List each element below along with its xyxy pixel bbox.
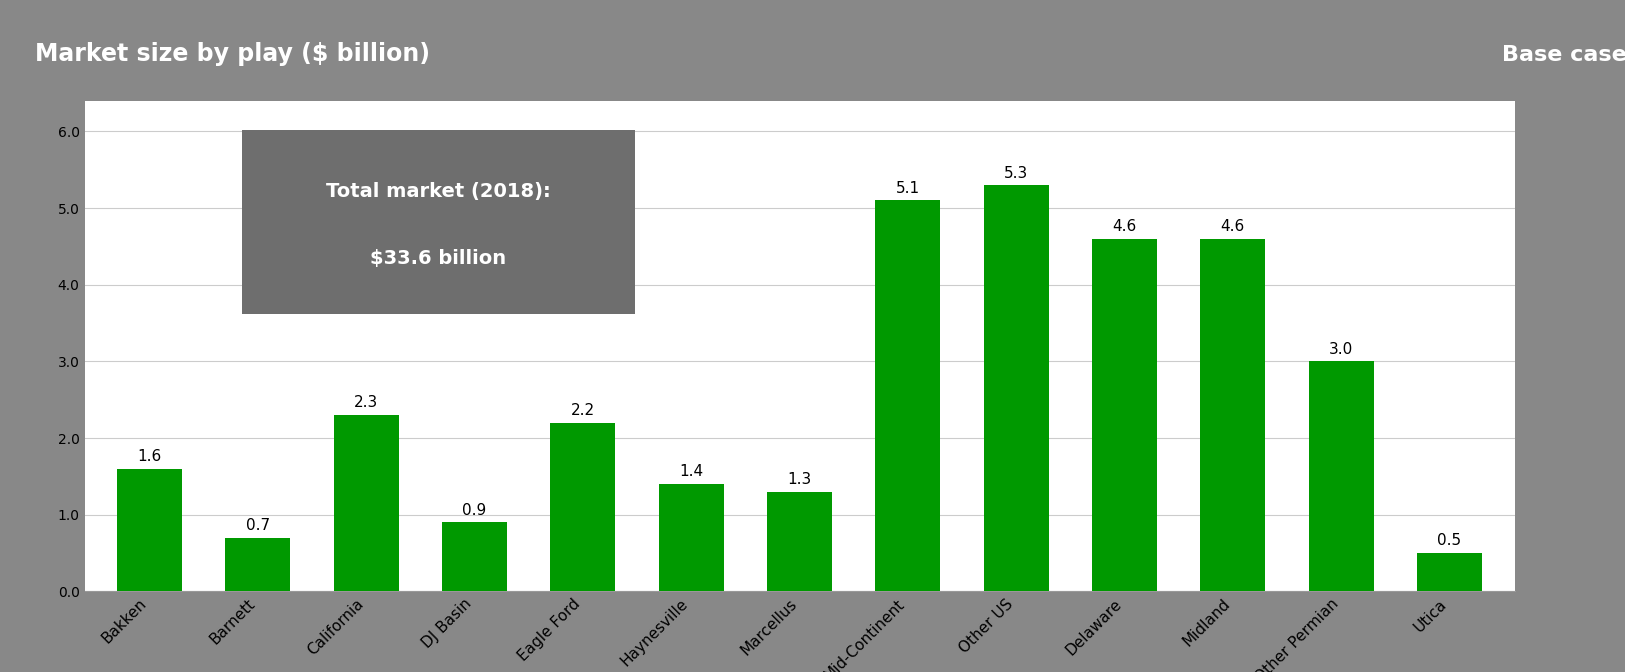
Text: 1.4: 1.4 [679, 464, 704, 479]
Text: Market size by play ($ billion): Market size by play ($ billion) [36, 42, 431, 67]
Text: 0.7: 0.7 [245, 518, 270, 533]
Text: 2.2: 2.2 [570, 403, 595, 418]
Bar [117, 469, 182, 591]
FancyBboxPatch shape [242, 130, 635, 314]
Text: 5.3: 5.3 [1004, 165, 1029, 181]
Bar [442, 522, 507, 591]
Text: 1.6: 1.6 [138, 449, 161, 464]
Bar [1417, 553, 1482, 591]
Bar [1201, 239, 1266, 591]
Bar [767, 492, 832, 591]
Text: $33.6 billion: $33.6 billion [370, 249, 507, 267]
Bar [226, 538, 291, 591]
Text: 1.3: 1.3 [788, 472, 811, 487]
Bar [333, 415, 398, 591]
Bar [1092, 239, 1157, 591]
Text: 4.6: 4.6 [1220, 219, 1245, 234]
Text: 2.3: 2.3 [354, 395, 379, 411]
Bar [983, 185, 1048, 591]
Text: Total market (2018):: Total market (2018): [327, 182, 551, 202]
Bar [876, 200, 941, 591]
Text: 0.9: 0.9 [463, 503, 486, 517]
Bar [658, 484, 723, 591]
Text: 5.1: 5.1 [895, 181, 920, 196]
Text: 3.0: 3.0 [1329, 342, 1354, 357]
Text: 4.6: 4.6 [1113, 219, 1136, 234]
Text: Base case: Base case [1502, 46, 1625, 65]
Bar [1308, 362, 1373, 591]
Bar [551, 423, 616, 591]
Text: 0.5: 0.5 [1438, 534, 1461, 548]
